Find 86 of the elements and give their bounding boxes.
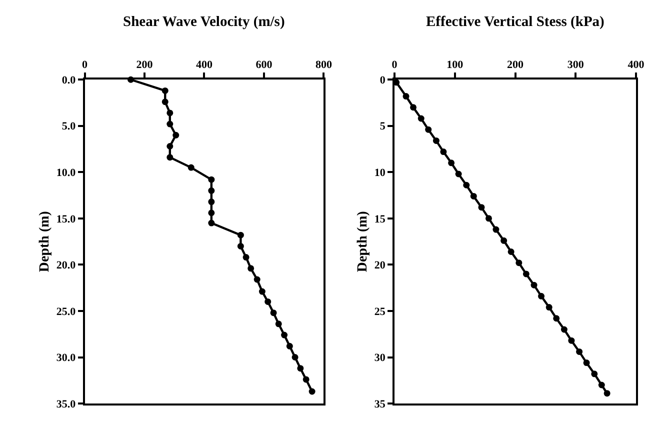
y-tick-label: 30	[374, 352, 386, 364]
point	[208, 187, 215, 194]
point	[297, 365, 304, 372]
y-axis-title: Depth (m)	[355, 210, 370, 272]
point	[281, 332, 288, 338]
point	[568, 337, 575, 344]
y-tick-label: 0	[380, 74, 386, 86]
point	[418, 115, 424, 122]
point	[188, 164, 194, 171]
point	[463, 182, 470, 188]
chart-title: Effective Vertical Stess (kPa)	[426, 14, 605, 30]
x-tick-label: 200	[507, 59, 524, 72]
x-tick-label: 300	[567, 59, 584, 72]
y-tick-label: 35	[374, 398, 386, 410]
point	[166, 120, 174, 128]
point	[516, 260, 522, 266]
point	[553, 315, 560, 322]
y-tick-label: 20.0	[56, 260, 76, 272]
point	[254, 276, 260, 283]
point	[270, 310, 277, 316]
x-tick-label: 0	[392, 59, 398, 72]
y-tick-label: 35.0	[56, 398, 76, 410]
point	[208, 220, 215, 226]
point	[275, 320, 282, 328]
point	[166, 143, 174, 150]
y-tick-label: 30.0	[56, 352, 76, 364]
point	[248, 265, 254, 272]
point	[242, 254, 250, 261]
point	[264, 298, 272, 305]
point	[448, 160, 455, 166]
point	[470, 192, 477, 200]
point	[166, 110, 174, 116]
y-tick-label: 5.0	[62, 120, 76, 133]
point	[478, 204, 485, 211]
point	[425, 126, 432, 133]
point	[538, 292, 545, 300]
y-tick-label: 20	[374, 260, 386, 272]
point	[604, 390, 610, 397]
y-tick-label: 10	[374, 167, 386, 180]
point	[455, 170, 462, 178]
point	[598, 382, 605, 388]
y-tick-label: 0.0	[62, 74, 76, 86]
y-tick-label: 25.0	[56, 306, 76, 318]
point	[583, 360, 590, 366]
y-tick-label: 25	[374, 306, 386, 318]
point	[492, 226, 500, 233]
point	[432, 137, 440, 144]
point	[522, 270, 530, 278]
point	[546, 304, 552, 311]
y-axis-title: Depth (m)	[37, 210, 52, 272]
x-tick-label: 600	[256, 59, 273, 72]
point	[508, 248, 514, 255]
point	[530, 282, 538, 288]
point	[166, 154, 174, 161]
point	[237, 232, 244, 238]
chart-title: Shear Wave Velocity (m/s)	[123, 14, 285, 30]
y-tick-label: 5	[380, 120, 386, 133]
y-tick-label: 10.0	[56, 167, 76, 180]
point	[302, 376, 310, 383]
y-tick-label: 15.0	[56, 213, 76, 226]
point	[500, 237, 508, 244]
x-tick-label: 200	[136, 59, 154, 72]
x-tick-label: 400	[196, 59, 213, 72]
point	[292, 354, 298, 360]
point	[208, 210, 215, 216]
x-tick-label: 100	[446, 59, 464, 72]
point	[286, 342, 293, 350]
point	[410, 104, 417, 111]
point	[208, 198, 215, 206]
x-tick-label: 0	[82, 59, 88, 72]
point	[591, 370, 598, 378]
point	[485, 215, 492, 222]
point	[162, 98, 168, 106]
point	[440, 148, 447, 156]
point	[162, 87, 168, 94]
point	[208, 176, 215, 183]
x-tick-label: 800	[315, 59, 332, 72]
point	[576, 348, 583, 355]
point	[237, 242, 244, 250]
point	[172, 132, 180, 138]
x-tick-label: 400	[628, 59, 645, 72]
point	[560, 326, 568, 333]
point	[258, 288, 266, 295]
y-tick-label: 15	[374, 213, 386, 226]
point	[308, 388, 316, 395]
point	[402, 93, 410, 100]
